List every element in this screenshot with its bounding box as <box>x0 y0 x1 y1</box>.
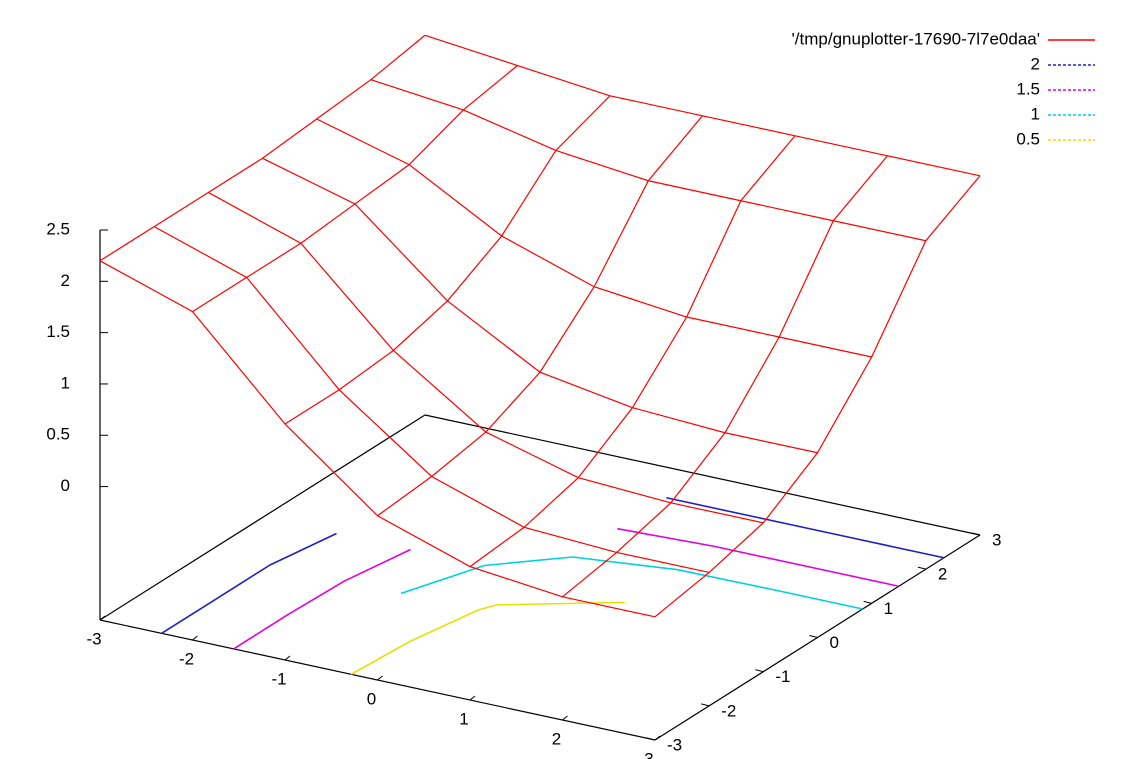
surface-col <box>562 155 888 598</box>
x-tick <box>562 715 568 721</box>
x-tick <box>99 615 106 621</box>
y-tick-label: -2 <box>721 701 736 720</box>
surface-row <box>153 226 710 573</box>
contour-line <box>400 556 863 610</box>
surface-row <box>208 191 764 524</box>
surface-row <box>99 260 656 618</box>
x-tick-label: 3 <box>644 749 653 759</box>
y-tick-label: -1 <box>775 667 790 686</box>
legend-label: 0.5 <box>1016 129 1040 148</box>
base-edge <box>99 414 426 621</box>
y-tick-label: 2 <box>938 565 947 584</box>
surface-col <box>192 65 518 313</box>
y-tick <box>701 703 710 707</box>
x-tick <box>469 695 476 701</box>
x-tick <box>192 635 198 641</box>
y-tick <box>863 600 872 604</box>
y-tick <box>971 532 981 536</box>
y-tick-label: 1 <box>884 599 893 618</box>
x-tick <box>377 675 383 681</box>
surface-col <box>284 95 611 425</box>
y-tick <box>917 566 926 570</box>
x-tick-label: 0 <box>367 689 376 708</box>
contour-line <box>233 527 899 650</box>
surface-col <box>469 135 796 568</box>
y-tick <box>809 635 818 638</box>
x-tick-label: 1 <box>459 709 468 728</box>
y-tick-label: -3 <box>667 735 682 754</box>
legend-label: '/tmp/gnuplotter-17690-7l7e0daa' <box>792 29 1040 48</box>
y-tick <box>646 737 656 741</box>
z-tick-label: 2.5 <box>46 219 70 238</box>
surface-row <box>262 157 818 454</box>
surface-col <box>377 115 703 517</box>
z-tick-label: 1 <box>61 373 70 392</box>
z-tick-label: 2 <box>61 271 70 290</box>
x-tick-label: -2 <box>179 649 194 668</box>
legend-label: 2 <box>1031 54 1040 73</box>
legend-label: 1.5 <box>1016 79 1040 98</box>
x-tick-label: 2 <box>552 729 561 748</box>
legend-label: 1 <box>1031 104 1040 123</box>
base-edge <box>424 414 981 536</box>
y-tick-label: 3 <box>992 530 1001 549</box>
y-tick <box>755 669 764 673</box>
contour-line <box>350 601 625 675</box>
z-tick-label: 0 <box>61 476 70 495</box>
x-tick-label: -1 <box>271 669 286 688</box>
contour-line <box>161 496 945 635</box>
x-tick <box>284 655 291 661</box>
surface-col <box>654 175 981 618</box>
surface-row <box>316 118 872 358</box>
surface-col <box>99 34 426 262</box>
z-tick-label: 0.5 <box>46 425 70 444</box>
y-tick-label: 0 <box>830 633 839 652</box>
z-tick-label: 1.5 <box>46 322 70 341</box>
surface-row <box>424 34 981 177</box>
x-tick-label: -3 <box>86 629 101 648</box>
x-tick <box>654 735 661 741</box>
